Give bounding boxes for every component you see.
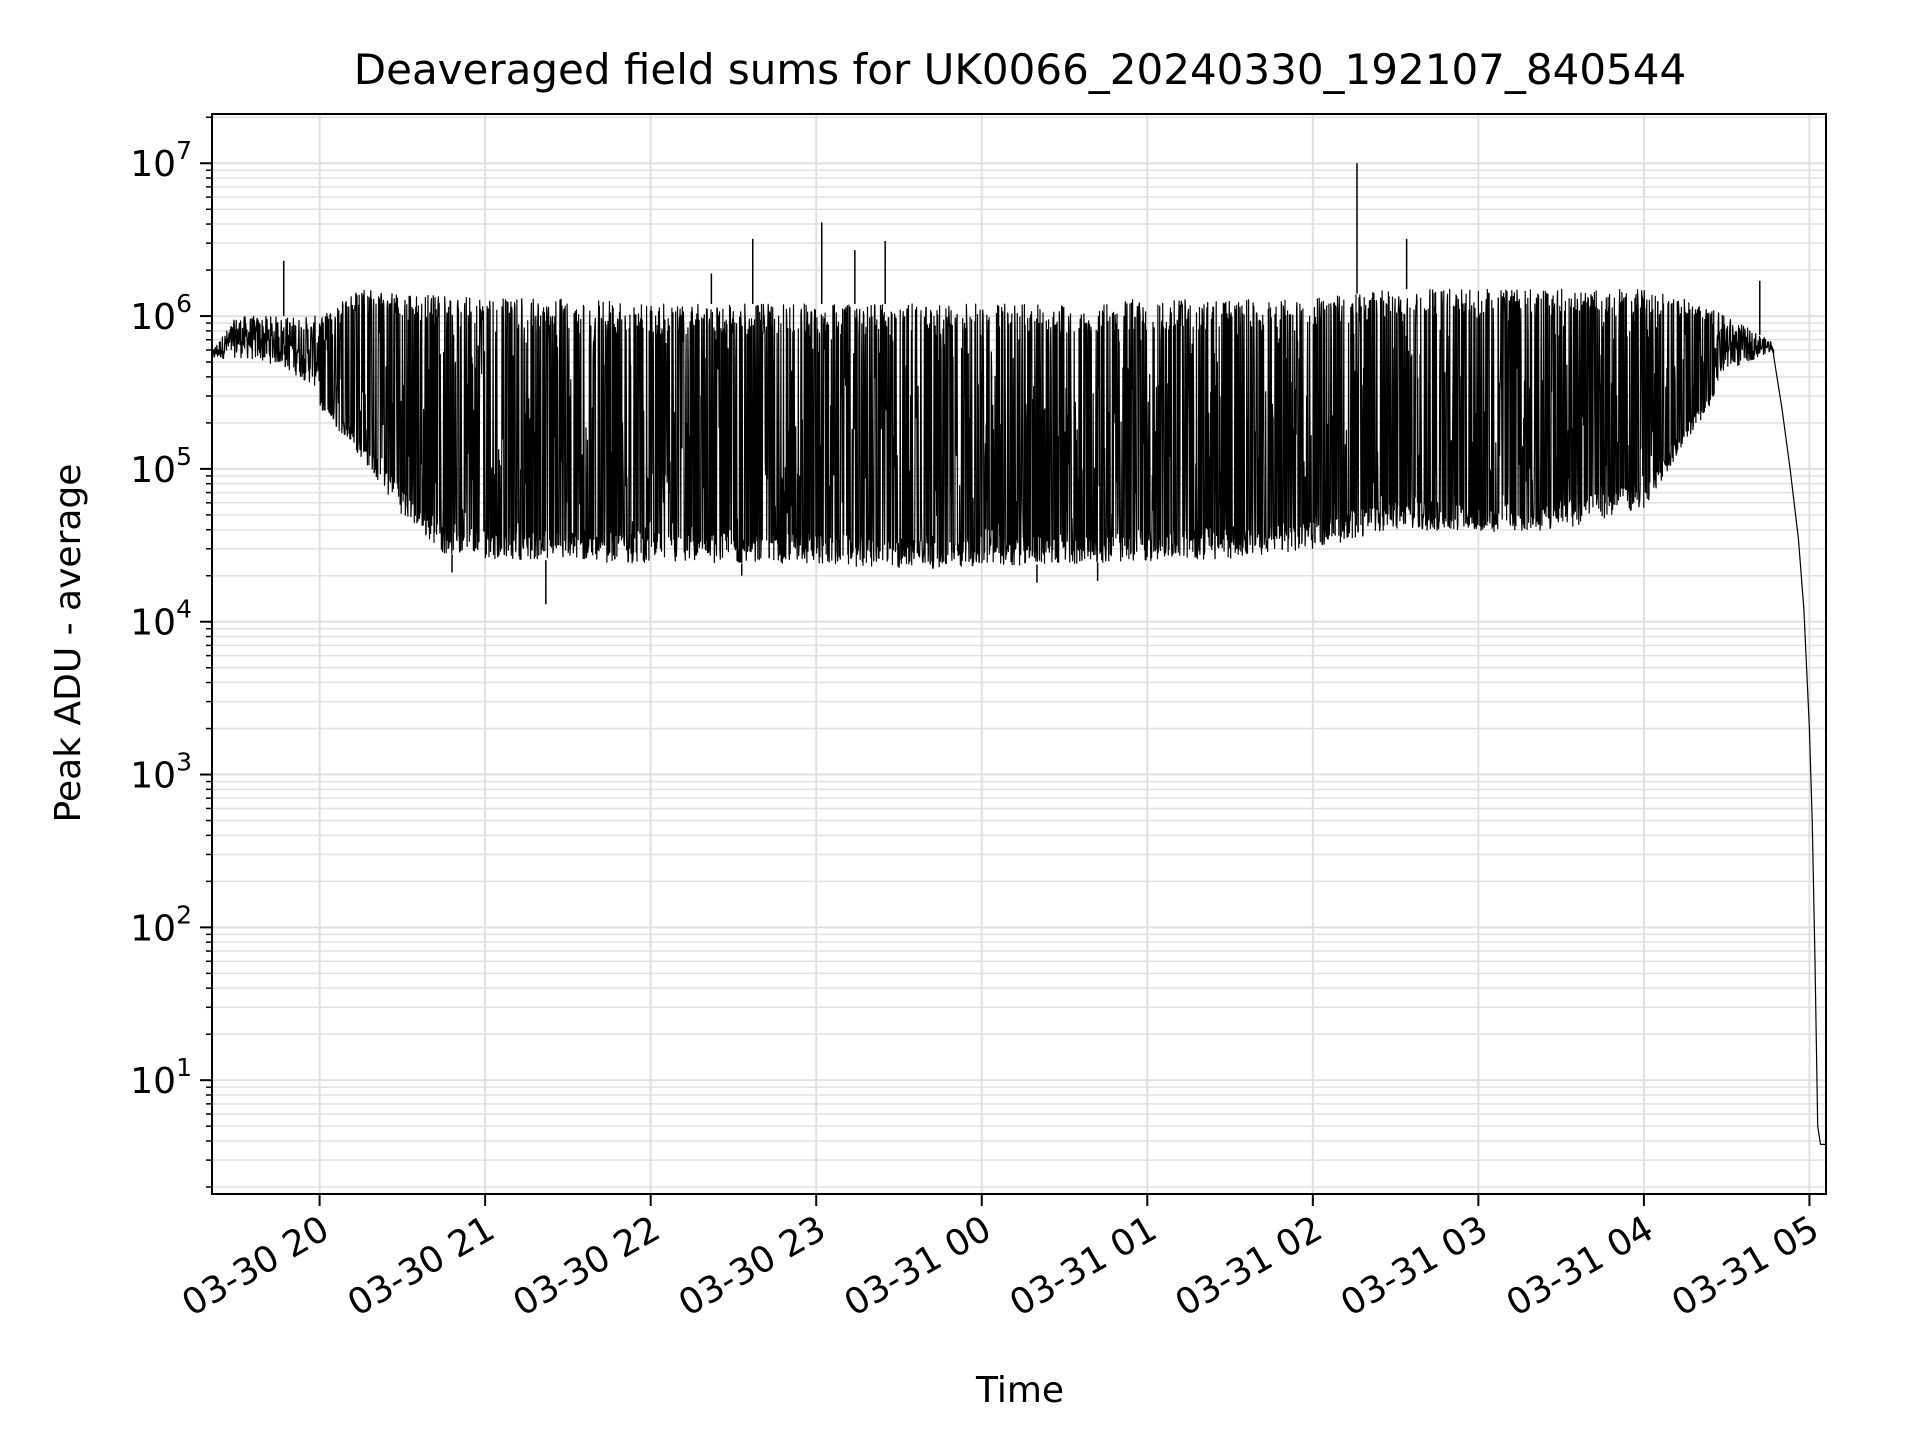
y-tick-label: 104 [130,595,192,644]
y-tick-label: 105 [130,442,192,491]
plot-frame [211,113,1827,1195]
y-tick-label: 103 [130,748,192,797]
x-axis-label: Time [975,1370,1064,1411]
y-axis-ticks: 101 102 103 104 105 106 107 [130,116,212,1188]
chart-title: Deaveraged field sums for UK0066_2024033… [354,45,1686,94]
y-tick-label: 106 [130,289,192,338]
data-line [211,288,1826,1145]
y-tick-label: 107 [130,136,192,185]
series-line [211,163,1826,1145]
y-axis-label: Peak ADU - average [48,464,89,823]
y-tick-label: 101 [130,1053,192,1102]
y-tick-label: 102 [130,900,192,949]
